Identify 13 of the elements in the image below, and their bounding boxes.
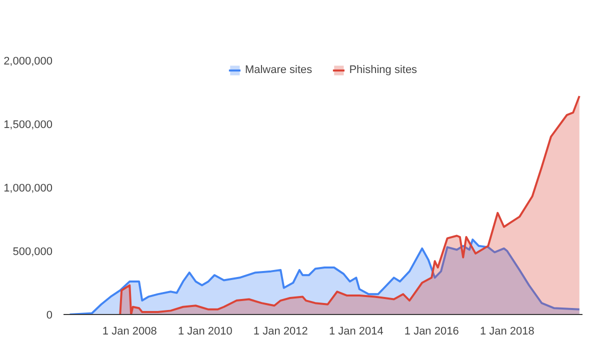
y-tick-label: 500,000 bbox=[12, 246, 53, 258]
x-tick-label: 1 Jan 2018 bbox=[480, 326, 534, 338]
x-tick-label: 1 Jan 2016 bbox=[404, 326, 459, 338]
legend-label: Malware sites bbox=[244, 64, 312, 76]
y-tick-label: 1,000,000 bbox=[4, 182, 52, 194]
y-tick-label: 2,000,000 bbox=[4, 56, 52, 68]
y-tick-label: 1,500,000 bbox=[4, 119, 52, 131]
x-tick-label: 1 Jan 2008 bbox=[102, 326, 157, 338]
y-tick-label: 0 bbox=[46, 310, 53, 322]
legend-label: Phishing sites bbox=[349, 64, 418, 76]
x-tick-label: 1 Jan 2010 bbox=[178, 326, 232, 338]
x-tick-label: 1 Jan 2014 bbox=[328, 326, 384, 338]
x-tick-label: 1 Jan 2012 bbox=[253, 326, 308, 338]
